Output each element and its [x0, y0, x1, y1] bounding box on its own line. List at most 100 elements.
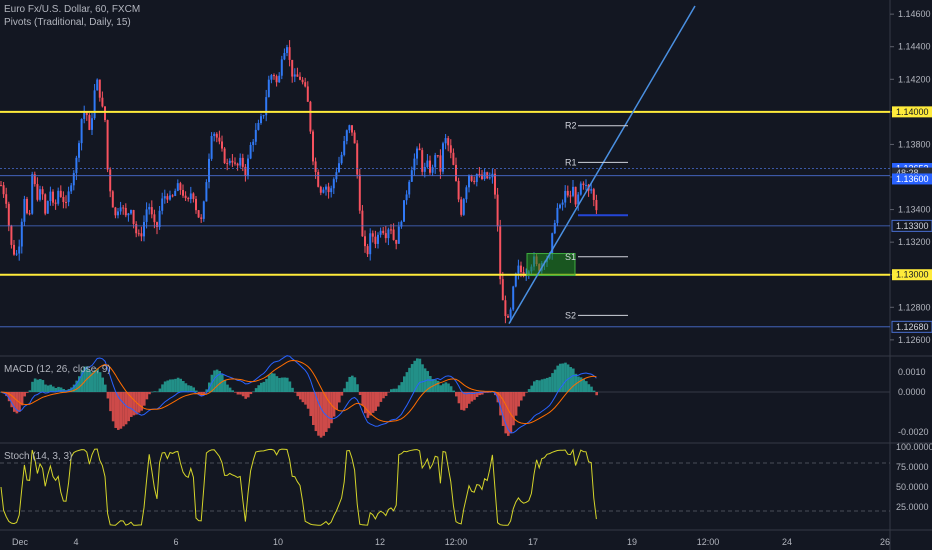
candle-body [119, 207, 122, 212]
macd-histogram-bar [319, 392, 323, 438]
macd-histogram-bar [512, 392, 515, 426]
candle-body [332, 179, 335, 189]
candle-body [340, 154, 343, 164]
candle-body [83, 112, 86, 119]
candle-body [408, 181, 411, 195]
macd-histogram-bar [369, 392, 372, 416]
macd-histogram-bar [330, 392, 333, 424]
candle-body [273, 75, 275, 77]
candle-body [231, 160, 234, 163]
candle-body [475, 173, 478, 182]
candle-body [187, 198, 190, 200]
price-badge [891, 320, 932, 333]
macd-histogram-bar [382, 392, 385, 399]
macd-histogram-bar [517, 392, 520, 407]
stoch-pane[interactable]: 100.0000 75.0000 50.0000 25.0000 [0, 442, 932, 526]
candle-body [444, 138, 447, 144]
candle-body [0, 185, 2, 187]
candle-body [553, 222, 556, 234]
stoch-tick-label: 100.0000 [896, 442, 932, 452]
candle-body [585, 184, 587, 186]
macd-histogram-bar [122, 392, 125, 427]
time-axis[interactable]: Dec 4 6 10 12 12:00 17 19 12:00 24 26 [12, 537, 890, 547]
macd-histogram-bar [286, 377, 289, 392]
macd-histogram-bar [41, 380, 45, 392]
candle-body [41, 189, 44, 195]
pivots-legend[interactable]: Pivots (Traditional, Daily, 15) [4, 17, 131, 28]
candle-body [78, 143, 80, 158]
candle-body [244, 166, 247, 176]
stoch-legend[interactable]: Stoch (14, 3, 3) [4, 451, 73, 462]
symbol-title[interactable]: Euro Fx/U.S. Dollar, 60, FXCM [4, 4, 141, 15]
candle-body [221, 141, 223, 149]
candle-body [213, 133, 216, 137]
candle-body [387, 229, 390, 239]
macd-histogram-bar [356, 384, 359, 392]
macd-histogram-bar [436, 380, 440, 392]
candle-body [49, 191, 52, 202]
candle-body [46, 201, 49, 214]
time-tick-label: Dec [12, 537, 29, 547]
horizontal-levels[interactable]: R2 R1 S1 S2 [0, 5, 890, 328]
candle-body [457, 180, 460, 200]
candle-body [166, 196, 169, 200]
macd-histogram-bar [236, 392, 240, 395]
macd-histogram-bar [221, 374, 224, 392]
macd-histogram-bar [96, 368, 99, 392]
candle-body [124, 207, 127, 216]
symbol-legend[interactable]: Euro Fx/U.S. Dollar, 60, FXCM Pivots (Tr… [4, 3, 140, 29]
candle-body [390, 229, 392, 231]
candle-body [413, 158, 416, 171]
candle-body [223, 148, 226, 164]
candle-body [314, 161, 317, 172]
macd-histogram-bar [23, 392, 26, 397]
candle-body [462, 199, 465, 215]
macd-histogram-bar [192, 387, 195, 392]
candle-body [455, 164, 457, 181]
candle-body [226, 163, 229, 165]
candle-body [488, 177, 491, 179]
macd-histogram-bar [408, 367, 411, 392]
macd-legend[interactable]: MACD (12, 26, close, 9) [4, 364, 111, 375]
macd-pane[interactable]: 0.0010 0.0000 -0.0020 [0, 355, 929, 438]
price-axis[interactable]: 1.14600 1.14400 1.14200 1.14000 1.13800 1.136… [890, 9, 932, 345]
macd-histogram-bar [15, 392, 19, 414]
macd-histogram-bar [569, 367, 572, 392]
candle-body [26, 198, 28, 214]
candle-body [195, 198, 197, 211]
macd-histogram-bar [150, 391, 154, 393]
macd-histogram-bar [226, 384, 229, 392]
candle-body [88, 115, 91, 130]
macd-histogram-bar [171, 379, 175, 392]
macd-histogram-bar [577, 376, 580, 392]
candle-body [122, 207, 125, 209]
candle-body [278, 75, 281, 83]
macd-histogram-bar [252, 391, 255, 393]
macd-histogram-bar [426, 371, 429, 392]
candle-body [39, 189, 41, 200]
candle-body [148, 207, 151, 210]
macd-histogram-bar [543, 378, 546, 392]
candle-body [65, 202, 67, 204]
macd-histogram-bar [322, 392, 325, 436]
candle-body [595, 199, 598, 211]
macd-histogram-bar [143, 392, 146, 406]
macd-histogram-bar [270, 373, 273, 392]
macd-histogram-bar [546, 377, 549, 392]
candle-body [517, 265, 520, 274]
macd-histogram-bar [418, 358, 422, 392]
macd-tick-label: 0.0010 [898, 367, 926, 377]
macd-histogram-bar [442, 383, 445, 392]
candle-body [286, 47, 288, 53]
candle-body [85, 112, 88, 116]
candle-body [260, 116, 262, 123]
macd-histogram-bar [83, 366, 86, 392]
candle-body [130, 210, 132, 214]
price-badge [892, 269, 932, 281]
macd-histogram-bar [553, 369, 557, 392]
macd-histogram-bar [176, 377, 180, 392]
macd-histogram-bar [371, 392, 375, 413]
macd-histogram-bar [470, 392, 474, 402]
demand-zone [526, 253, 576, 277]
